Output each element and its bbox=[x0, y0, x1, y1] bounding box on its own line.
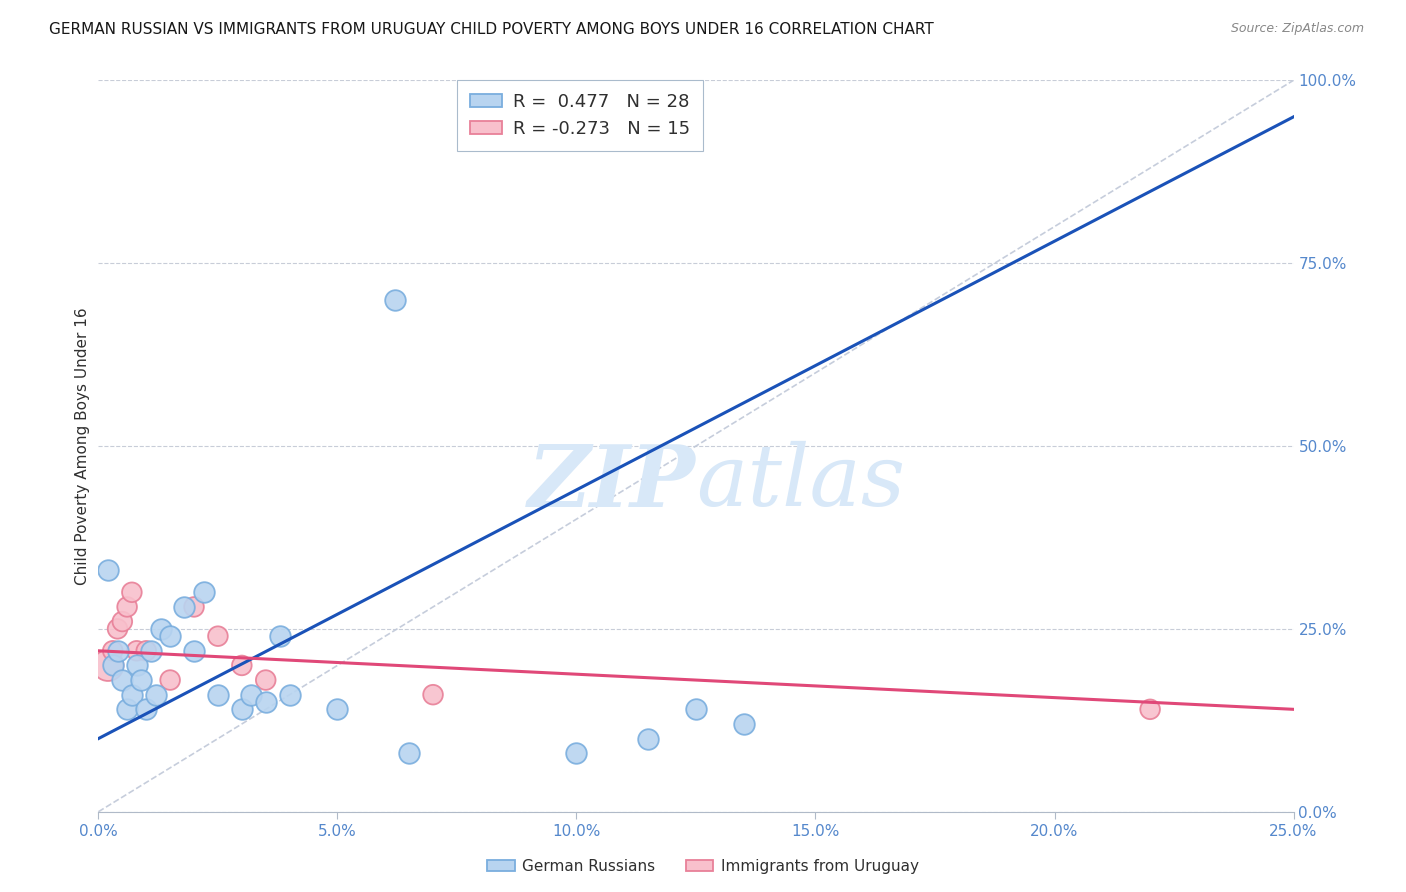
Text: ZIP: ZIP bbox=[529, 441, 696, 524]
Point bbox=[173, 599, 195, 614]
Point bbox=[183, 644, 205, 658]
Point bbox=[565, 746, 588, 760]
Point bbox=[101, 644, 124, 658]
Point bbox=[131, 673, 153, 687]
Point bbox=[121, 688, 143, 702]
Point bbox=[231, 702, 253, 716]
Point bbox=[159, 629, 181, 643]
Point bbox=[231, 658, 253, 673]
Text: GERMAN RUSSIAN VS IMMIGRANTS FROM URUGUAY CHILD POVERTY AMONG BOYS UNDER 16 CORR: GERMAN RUSSIAN VS IMMIGRANTS FROM URUGUA… bbox=[49, 22, 934, 37]
Legend: R =  0.477   N = 28, R = -0.273   N = 15: R = 0.477 N = 28, R = -0.273 N = 15 bbox=[457, 80, 703, 151]
Point bbox=[125, 658, 148, 673]
Point bbox=[685, 702, 707, 716]
Point bbox=[111, 673, 134, 687]
Point bbox=[97, 563, 120, 577]
Point bbox=[149, 622, 172, 636]
Point bbox=[193, 585, 215, 599]
Point bbox=[101, 658, 124, 673]
Point bbox=[107, 622, 129, 636]
Point bbox=[159, 673, 181, 687]
Point bbox=[240, 688, 263, 702]
Point bbox=[254, 695, 277, 709]
Point bbox=[398, 746, 420, 760]
Point bbox=[135, 702, 157, 716]
Text: Source: ZipAtlas.com: Source: ZipAtlas.com bbox=[1230, 22, 1364, 36]
Point bbox=[637, 731, 659, 746]
Point bbox=[326, 702, 349, 716]
Point bbox=[145, 688, 167, 702]
Point bbox=[269, 629, 291, 643]
Point bbox=[139, 644, 162, 658]
Point bbox=[135, 644, 157, 658]
Point bbox=[384, 293, 406, 307]
Point bbox=[115, 702, 138, 716]
Point bbox=[1139, 702, 1161, 716]
Point bbox=[115, 599, 138, 614]
Point bbox=[254, 673, 277, 687]
Point bbox=[207, 629, 229, 643]
Text: atlas: atlas bbox=[696, 442, 905, 524]
Legend: German Russians, Immigrants from Uruguay: German Russians, Immigrants from Uruguay bbox=[481, 853, 925, 880]
Point bbox=[125, 644, 148, 658]
Point bbox=[183, 599, 205, 614]
Point bbox=[111, 615, 134, 629]
Point bbox=[207, 688, 229, 702]
Point bbox=[733, 717, 755, 731]
Point bbox=[422, 688, 444, 702]
Point bbox=[278, 688, 301, 702]
Point bbox=[121, 585, 143, 599]
Point bbox=[97, 658, 120, 673]
Point bbox=[107, 644, 129, 658]
Y-axis label: Child Poverty Among Boys Under 16: Child Poverty Among Boys Under 16 bbox=[75, 307, 90, 585]
